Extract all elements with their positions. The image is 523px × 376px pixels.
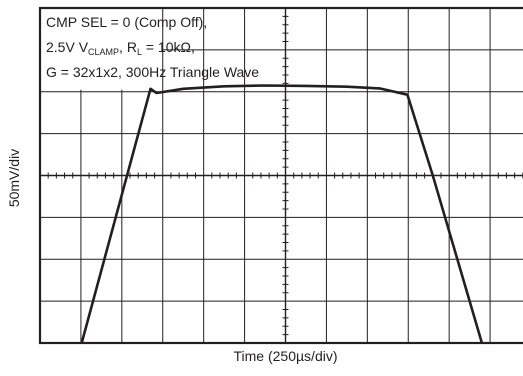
y-axis-label: 50mV/div: [6, 148, 23, 208]
annotation-line-3: G = 32x1x2, 300Hz Triangle Wave: [46, 64, 260, 80]
x-axis-label: Time (250µs/div): [233, 348, 338, 364]
y-axis-label-wrap: 50mV/div: [2, 90, 26, 266]
annotation-box: [41, 9, 162, 90]
center-axis-ticks: [40, 8, 523, 343]
plot-frame: [38, 6, 523, 345]
annotation-line-2: 2.5V VCLAMP, RL = 10kΩ,: [46, 39, 195, 57]
annotation-line-1: CMP SEL = 0 (Comp Off),: [46, 14, 208, 30]
signal-trace: [80, 84, 484, 344]
